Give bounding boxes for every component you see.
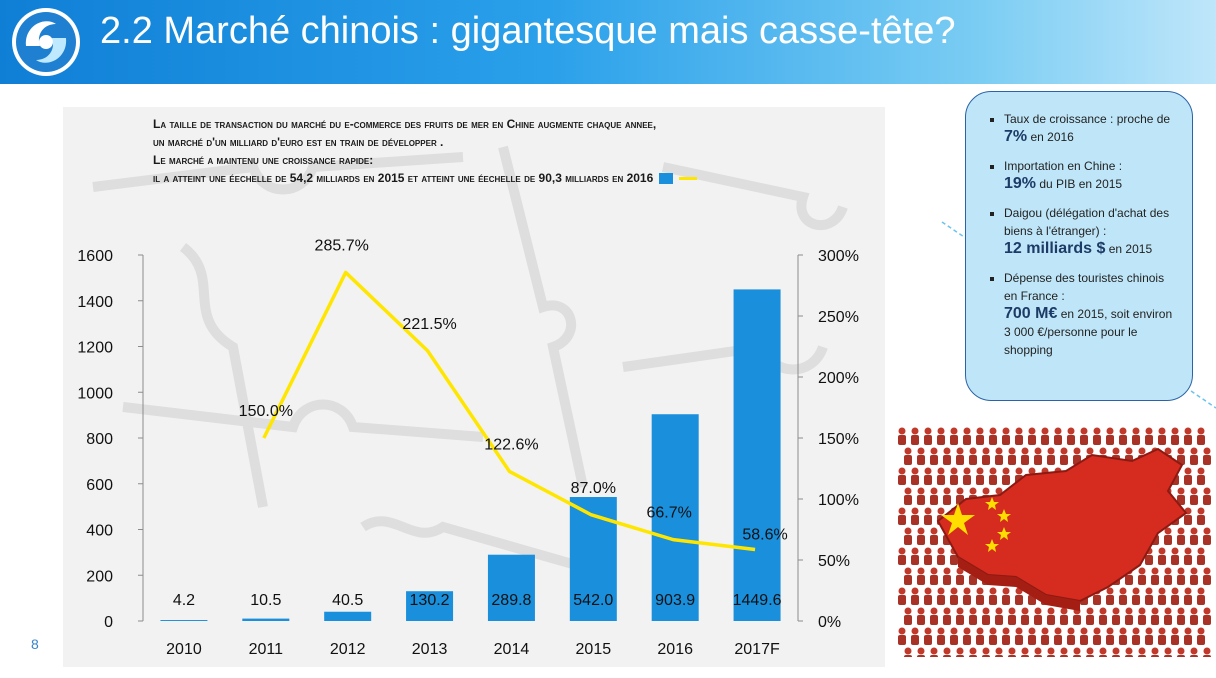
info-item-import: Importation en Chine : 19% du PIB en 2015: [1004, 157, 1178, 193]
china-crowd-image: [896, 425, 1212, 657]
info-item-text: Daigou (délégation d'achat des biens à l…: [1004, 206, 1170, 238]
chart-panel: La taille de transaction du marché du e-…: [63, 107, 885, 667]
y-tick-label: 1000: [77, 385, 113, 402]
chart-caption: La taille de transaction du marché du e-…: [153, 115, 853, 187]
bar-value-label: 10.5: [250, 592, 281, 609]
x-tick-label: 2015: [576, 641, 612, 658]
y2-tick-label: 300%: [818, 248, 859, 265]
y2-tick-label: 250%: [818, 309, 859, 326]
x-tick-label: 2017F: [734, 641, 780, 658]
y-tick-label: 400: [86, 523, 113, 540]
y2-tick-label: 150%: [818, 431, 859, 448]
line-value-label: 122.6%: [484, 436, 538, 453]
info-box: Taux de croissance : proche de 7% en 201…: [965, 91, 1193, 401]
flag-small-star-icon: [985, 497, 999, 510]
y2-tick-label: 50%: [818, 553, 850, 570]
combo-chart: 0 200 400 600 800 1000 1200 1400 1600 0% 50% 100% 15…: [77, 237, 859, 658]
bar-value-label: 40.5: [332, 592, 363, 609]
bar-value-label: 130.2: [410, 592, 450, 609]
line-value-label: 150.0%: [239, 403, 293, 420]
info-item-text: Importation en Chine :: [1004, 159, 1123, 173]
y2-tick-label: 200%: [818, 370, 859, 387]
info-item-tourists: Dépense des touristes chinois en France …: [1004, 269, 1178, 359]
info-item-suffix: en 2015, soit environ 3 000 €/personne p…: [1004, 307, 1173, 357]
y-tick-label: 200: [86, 568, 113, 585]
flag-small-star-icon: [985, 539, 999, 552]
y-tick-label: 0: [104, 614, 113, 631]
info-list: Taux de croissance : proche de 7% en 201…: [986, 110, 1178, 359]
x-tick-label: 2016: [657, 641, 693, 658]
legend-bar-swatch: [659, 173, 674, 185]
info-item-text: Taux de croissance : proche de: [1004, 112, 1171, 126]
info-item-daigou: Daigou (délégation d'achat des biens à l…: [1004, 204, 1178, 258]
bar-value-label: 903.9: [655, 592, 695, 609]
info-item-growth: Taux de croissance : proche de 7% en 201…: [1004, 110, 1178, 146]
line-value-label: 221.5%: [402, 316, 456, 333]
info-item-suffix: en 2015: [1108, 242, 1153, 256]
bar-value-label: 289.8: [491, 592, 531, 609]
bar-2012: [324, 611, 372, 621]
bar-2015: [569, 497, 617, 621]
info-item-suffix: du PIB en 2015: [1039, 177, 1123, 191]
company-logo: [12, 8, 80, 76]
info-item-highlight: 7%: [1004, 128, 1028, 145]
bar-value-label: 1449.6: [733, 592, 782, 609]
flag-small-star-icon: [997, 527, 1011, 540]
caption-line-4: il a atteint une éechelle de 54,2 millia…: [153, 169, 853, 187]
bar-value-label: 542.0: [573, 592, 613, 609]
slide-title: 2.2 Marché chinois : gigantesque mais ca…: [100, 10, 956, 52]
caption-line-3: Le marché a maintenu une croissance rapi…: [153, 153, 374, 167]
bar-2010: [160, 620, 208, 621]
y-tick-label: 800: [86, 431, 113, 448]
caption-line-1: La taille de transaction du marché du e-…: [153, 117, 657, 131]
flag-big-star-icon: [941, 503, 975, 535]
bar-2014: [487, 554, 535, 621]
info-item-highlight: 12 milliards $: [1004, 240, 1106, 257]
line-value-label: 58.6%: [742, 527, 787, 544]
x-tick-label: 2011: [249, 641, 284, 658]
x-tick-label: 2012: [330, 641, 366, 658]
bar-2016: [651, 414, 699, 621]
x-tick-label: 2010: [166, 641, 202, 658]
bar-value-label: 4.2: [173, 592, 195, 609]
bar-2017F: [733, 289, 781, 621]
info-item-text: Dépense des touristes chinois en France …: [1004, 271, 1165, 303]
page-number: 8: [31, 636, 39, 652]
caption-line-2: un marché d'un milliard d'euro est en tr…: [153, 135, 444, 149]
flag-small-star-icon: [997, 509, 1011, 522]
x-tick-label: 2013: [412, 641, 448, 658]
slide-header: 2.2 Marché chinois : gigantesque mais ca…: [0, 0, 1216, 84]
y2-tick-label: 0%: [818, 614, 841, 631]
line-value-label: 66.7%: [647, 505, 692, 522]
info-item-highlight: 19%: [1004, 175, 1037, 192]
legend-line-swatch: [679, 177, 698, 181]
y-tick-label: 1600: [77, 248, 113, 265]
y-tick-label: 1400: [77, 294, 113, 311]
bar-2011: [242, 618, 290, 621]
y-tick-label: 600: [86, 477, 113, 494]
y-tick-label: 1200: [77, 340, 113, 357]
y2-tick-label: 100%: [818, 492, 859, 509]
bar-2013: [406, 591, 454, 621]
growth-rate-line: [262, 270, 756, 552]
x-tick-label: 2014: [494, 641, 530, 658]
info-item-highlight: 700 M€: [1004, 305, 1058, 322]
line-value-label: 285.7%: [315, 237, 369, 254]
info-item-suffix: en 2016: [1030, 130, 1074, 144]
line-value-label: 87.0%: [571, 480, 616, 497]
caption-line-4-text: il a atteint une éechelle de 54,2 millia…: [153, 171, 654, 185]
